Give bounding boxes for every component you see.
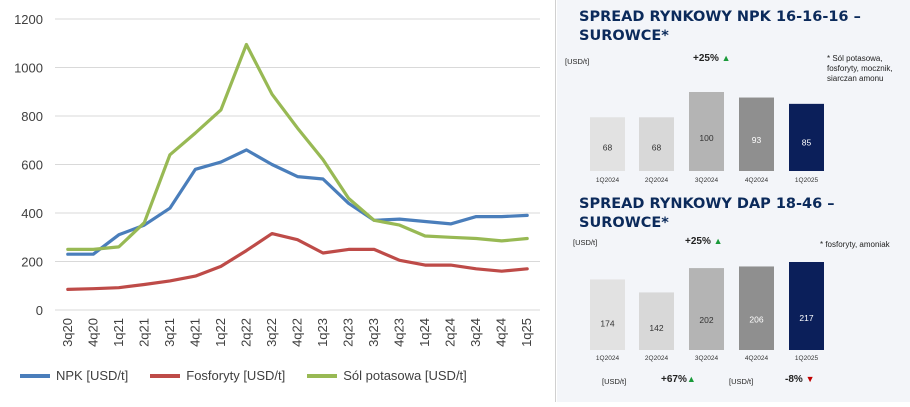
line-chart: 0 200 400 600 800 1000 1200 3q20 4q20 1q21 2q21 3q2… [14,12,540,347]
x-tick-label: 4q21 [187,318,202,347]
y-tick-label: 600 [21,158,43,173]
footer-right-unit: [USD/t] [729,377,754,386]
x-tick-label: 1q23 [315,318,330,347]
x-tick-label: 3q21 [162,318,177,347]
legend-item-npk: NPK [USD/t] [20,368,128,383]
legend-label-npk: NPK [USD/t] [56,368,129,383]
bar-value-label: 100 [699,133,713,143]
x-tick-label: 1q24 [417,318,432,347]
x-tick-label: 1q22 [213,318,228,347]
bar-category-label: 1Q2024 [596,177,620,184]
bar-category-label: 2Q2024 [645,177,669,184]
dap-unit: [USD/t] [573,238,598,247]
footer-left-unit: [USD/t] [602,377,627,386]
x-tick-label: 2q23 [341,318,356,347]
spread-bar [689,268,724,350]
bar-category-label: 4Q2024 [745,177,769,184]
footer-right-change: -8% ▼ [785,374,815,385]
spread-bar [639,117,674,171]
spread-bar [739,266,774,350]
y-tick-label: 1200 [14,12,43,27]
y-tick-label: 400 [21,206,43,221]
footer-left-change: +67%▲ [661,374,696,385]
legend-label-sol: Sól potasowa [USD/t] [343,368,467,383]
npk-spread-bar-chart: 68 1Q2024 68 2Q2024 100 3Q2024 93 4Q2024 85 1Q202… [590,92,824,184]
spread-bar [590,279,625,350]
bar-category-label: 1Q2025 [795,355,819,362]
bar-category-label: 2Q2024 [645,355,669,362]
npk-change: +25% ▲ [693,53,731,64]
spread-bar [590,117,625,171]
y-tick-label: 0 [36,303,43,318]
bar-category-label: 3Q2024 [695,355,719,362]
x-tick-label: 2q22 [238,318,253,347]
x-tick-label: 4q23 [392,318,407,347]
legend-item-sol: Sól potasowa [USD/t] [307,368,467,383]
bar-value-label: 206 [749,314,763,324]
bar-value-label: 68 [603,143,613,153]
dap-up-arrow-icon: ▲ [713,236,723,246]
dap-spread-bar-chart: 174 1Q2024 142 2Q2024 202 3Q2024 206 4Q2024 217 1… [590,262,824,362]
dap-note: * fosforyty, amoniak [820,240,890,249]
bar-value-label: 68 [652,143,662,153]
npk-up-arrow-icon: ▲ [721,53,731,63]
npk-spread-title: SPREAD RYNKOWY NPK 16-16-16 – SUROWCE* [579,9,861,44]
spread-bar [789,103,824,171]
bar-value-label: 174 [600,319,614,329]
x-tick-label: 1q25 [519,318,534,347]
npk-note: * Sól potasowa, fosforyty, mocznik, siar… [827,54,893,83]
line-chart-panel: 0 200 400 600 800 1000 1200 3q20 4q20 1q21 2q21 3q2… [14,0,556,402]
dap-spread-title: SPREAD RYNKOWY DAP 18-46 – SUROWCE* [579,196,835,231]
spread-bar [739,97,774,171]
y-tick-label: 200 [21,255,43,270]
bar-category-label: 1Q2024 [596,355,620,362]
spread-bar [639,292,674,350]
legend-label-fosforyty: Fosforyty [USD/t] [186,368,286,383]
bar-category-label: 4Q2024 [745,355,769,362]
footer-up-arrow-icon: ▲ [686,374,696,384]
bar-category-label: 3Q2024 [695,177,719,184]
x-tick-label: 4q22 [290,318,305,347]
x-tick-label: 4q20 [85,318,100,347]
bar-value-label: 202 [699,315,713,325]
dap-change: +25% ▲ [685,236,723,247]
legend: NPK [USD/t] Fosforyty [USD/t] Sól potaso… [20,368,467,383]
x-tick-label: 3q24 [468,318,483,347]
spread-bar [789,262,824,350]
x-tick-label: 2q24 [443,318,458,347]
series-line-0 [66,148,529,256]
bar-value-label: 142 [649,323,663,333]
y-tick-label: 1000 [14,61,43,76]
x-tick-label: 1q21 [111,318,126,347]
legend-swatch-fosforyty [150,373,181,378]
bar-value-label: 85 [802,137,812,147]
spread-bar [689,92,724,171]
spread-panel: SPREAD RYNKOWY NPK 16-16-16 – SUROWCE* [… [557,0,910,402]
x-tick-label: 2q21 [136,318,151,347]
bar-value-label: 217 [799,313,813,323]
series-line-1 [66,232,529,291]
bar-category-label: 1Q2025 [795,177,819,184]
x-tick-label: 3q22 [264,318,279,347]
x-tick-label: 4q24 [494,318,509,347]
x-tick-label: 3q23 [366,318,381,347]
footer-down-arrow-icon: ▼ [805,374,815,384]
legend-swatch-sol [307,373,338,378]
y-tick-label: 800 [21,109,43,124]
x-tick-label: 3q20 [60,318,75,347]
legend-swatch-npk [20,373,50,378]
legend-item-fosforyty: Fosforyty [USD/t] [150,368,285,383]
series-line-2 [66,42,529,251]
bar-value-label: 93 [752,135,762,145]
npk-unit: [USD/t] [565,57,590,66]
